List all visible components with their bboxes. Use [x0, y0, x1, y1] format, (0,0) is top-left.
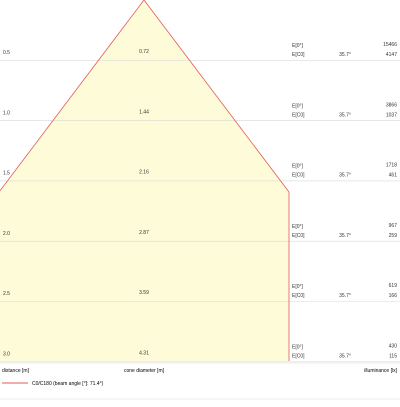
distance-tick-label: 1.0: [3, 110, 10, 116]
distance-tick-label: 0.5: [3, 50, 10, 56]
y-axis-label: illuminance [lx]: [364, 368, 397, 374]
cone-edge-line: [0, 0, 290, 193]
e0-value: 619: [389, 283, 398, 289]
e0-value: 3866: [386, 102, 397, 108]
ec-value: 4147: [386, 52, 397, 58]
half-angle-label: 35.7°: [339, 354, 351, 360]
distance-tick-label: 2.0: [3, 231, 10, 237]
e0-value: 430: [389, 344, 398, 350]
distance-tick-label: 3.0: [3, 352, 10, 358]
ec-value: 115: [389, 354, 397, 360]
ec-label: E[C0]: [292, 112, 305, 118]
e0-label: E[0°]: [292, 164, 304, 170]
cone-diameter-label: 3.59: [139, 290, 149, 296]
ec-label: E[C0]: [292, 173, 305, 179]
e0-label: E[0°]: [292, 103, 304, 109]
ec-label: E[C0]: [292, 293, 305, 299]
ec-value: 1037: [386, 112, 397, 118]
center-axis-label: cone diameter [m]: [124, 368, 165, 374]
e0-value: 1718: [386, 163, 397, 169]
cone-diameter-label: 1.44: [139, 109, 149, 115]
legend-label: C0/C180 (beam angle [°]: 71.4°): [32, 381, 104, 387]
ec-label: E[C0]: [292, 354, 305, 360]
half-angle-label: 35.7°: [339, 173, 351, 179]
e0-value: 967: [389, 223, 398, 229]
e0-label: E[0°]: [292, 224, 304, 230]
half-angle-label: 35.7°: [339, 112, 351, 118]
cone-diameter-label: 2.87: [139, 230, 149, 236]
e0-label: E[0°]: [292, 284, 304, 290]
distance-tick-label: 2.5: [3, 291, 10, 297]
cone-diameter-label: 4.31: [139, 351, 149, 357]
grid-lines: [0, 59, 400, 400]
e0-label: E[0°]: [292, 345, 304, 351]
ec-value: 166: [389, 293, 398, 299]
ec-label: E[C0]: [292, 52, 305, 58]
half-angle-label: 35.7°: [339, 52, 351, 58]
e0-label: E[0°]: [292, 43, 304, 49]
ec-label: E[C0]: [292, 233, 305, 239]
light-cone-area: [0, 0, 289, 361]
e0-value: 15466: [383, 42, 397, 48]
cone-diameter-label: 2.16: [139, 170, 149, 176]
ec-value: 461: [389, 173, 398, 179]
ec-value: 259: [389, 233, 398, 239]
distance-tick-label: 1.5: [3, 171, 10, 177]
data-rows: 0.5 0.72 E[0°] E[C0] 35.7° 15466 4147 1.0 1.44 E[…: [3, 42, 397, 360]
half-angle-label: 35.7°: [339, 233, 351, 239]
x-axis-label: distance [m]: [2, 368, 30, 374]
half-angle-label: 35.7°: [339, 293, 351, 299]
cone-diameter-label: 0.72: [139, 49, 149, 55]
